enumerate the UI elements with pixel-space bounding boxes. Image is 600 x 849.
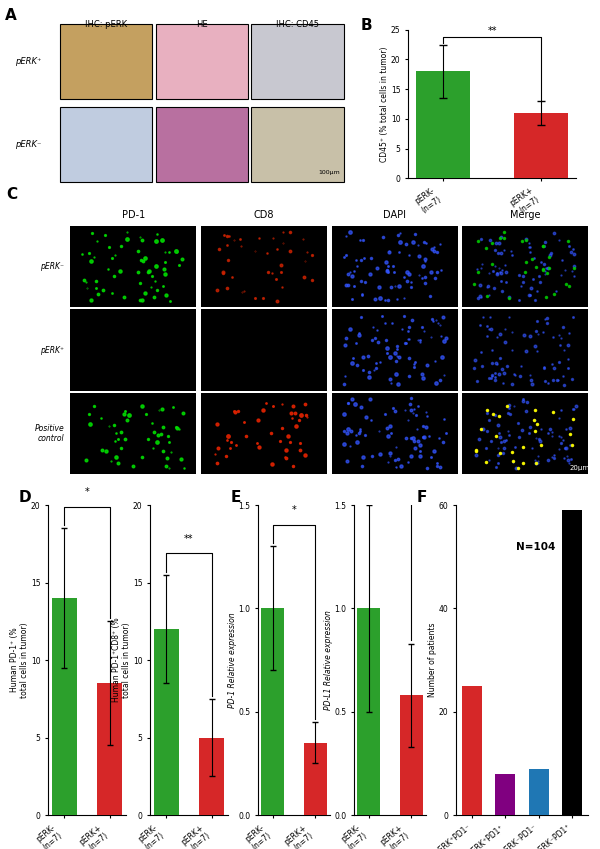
Bar [52,598,77,815]
Text: Positive
control: Positive control [35,424,64,443]
Bar [251,108,344,183]
Bar [462,686,482,815]
Bar [97,683,122,815]
Bar [155,108,248,183]
Text: IHC: pERK: IHC: pERK [85,20,127,30]
Text: pERK⁻: pERK⁻ [40,262,64,271]
Y-axis label: CD45⁺ (% total cells in tumor): CD45⁺ (% total cells in tumor) [380,46,389,162]
Bar [155,24,248,98]
Bar [496,773,515,815]
Text: 20μm: 20μm [570,465,590,471]
Text: D: D [19,490,31,504]
Bar [199,738,224,815]
Text: pERK⁺: pERK⁺ [16,57,42,66]
Bar [154,629,179,815]
Text: N=104: N=104 [515,543,555,553]
Text: *: * [292,505,296,515]
Bar [261,609,284,815]
Text: *: * [85,487,89,498]
Y-axis label: PD-L1 Relative expression: PD-L1 Relative expression [324,610,333,710]
Y-axis label: Human PD-1⁺ (%
total cells in tumor): Human PD-1⁺ (% total cells in tumor) [10,622,29,698]
Bar [251,24,344,98]
Bar [60,24,152,98]
Text: pERK⁺: pERK⁺ [40,346,64,355]
Text: **: ** [487,25,497,36]
Bar [562,510,582,815]
Text: IHC: CD45: IHC: CD45 [276,20,319,30]
Y-axis label: Number of patients: Number of patients [428,623,437,697]
Text: CD8: CD8 [254,210,274,220]
Text: DAPI: DAPI [383,210,406,220]
Bar [514,113,568,178]
Text: A: A [5,8,17,23]
Bar [357,609,380,815]
Y-axis label: PD-1 Relative expression: PD-1 Relative expression [228,612,237,708]
Text: **: ** [184,534,194,544]
Text: HE: HE [196,20,208,30]
Text: Merge: Merge [510,210,541,220]
Bar [416,71,470,178]
Bar [60,108,152,183]
Text: E: E [230,490,241,504]
Text: C: C [6,188,17,202]
Text: F: F [416,490,427,504]
Text: B: B [361,18,373,33]
Text: pERK⁻: pERK⁻ [16,140,42,149]
Bar [529,768,548,815]
Y-axis label: Human PD-1⁺CD8⁺ (%
total cells in tumor): Human PD-1⁺CD8⁺ (% total cells in tumor) [112,618,131,702]
Bar [304,743,327,815]
Bar [400,695,423,815]
Text: NS: NS [383,464,397,475]
Text: 100μm: 100μm [319,171,340,176]
Text: PD-1: PD-1 [122,210,145,220]
